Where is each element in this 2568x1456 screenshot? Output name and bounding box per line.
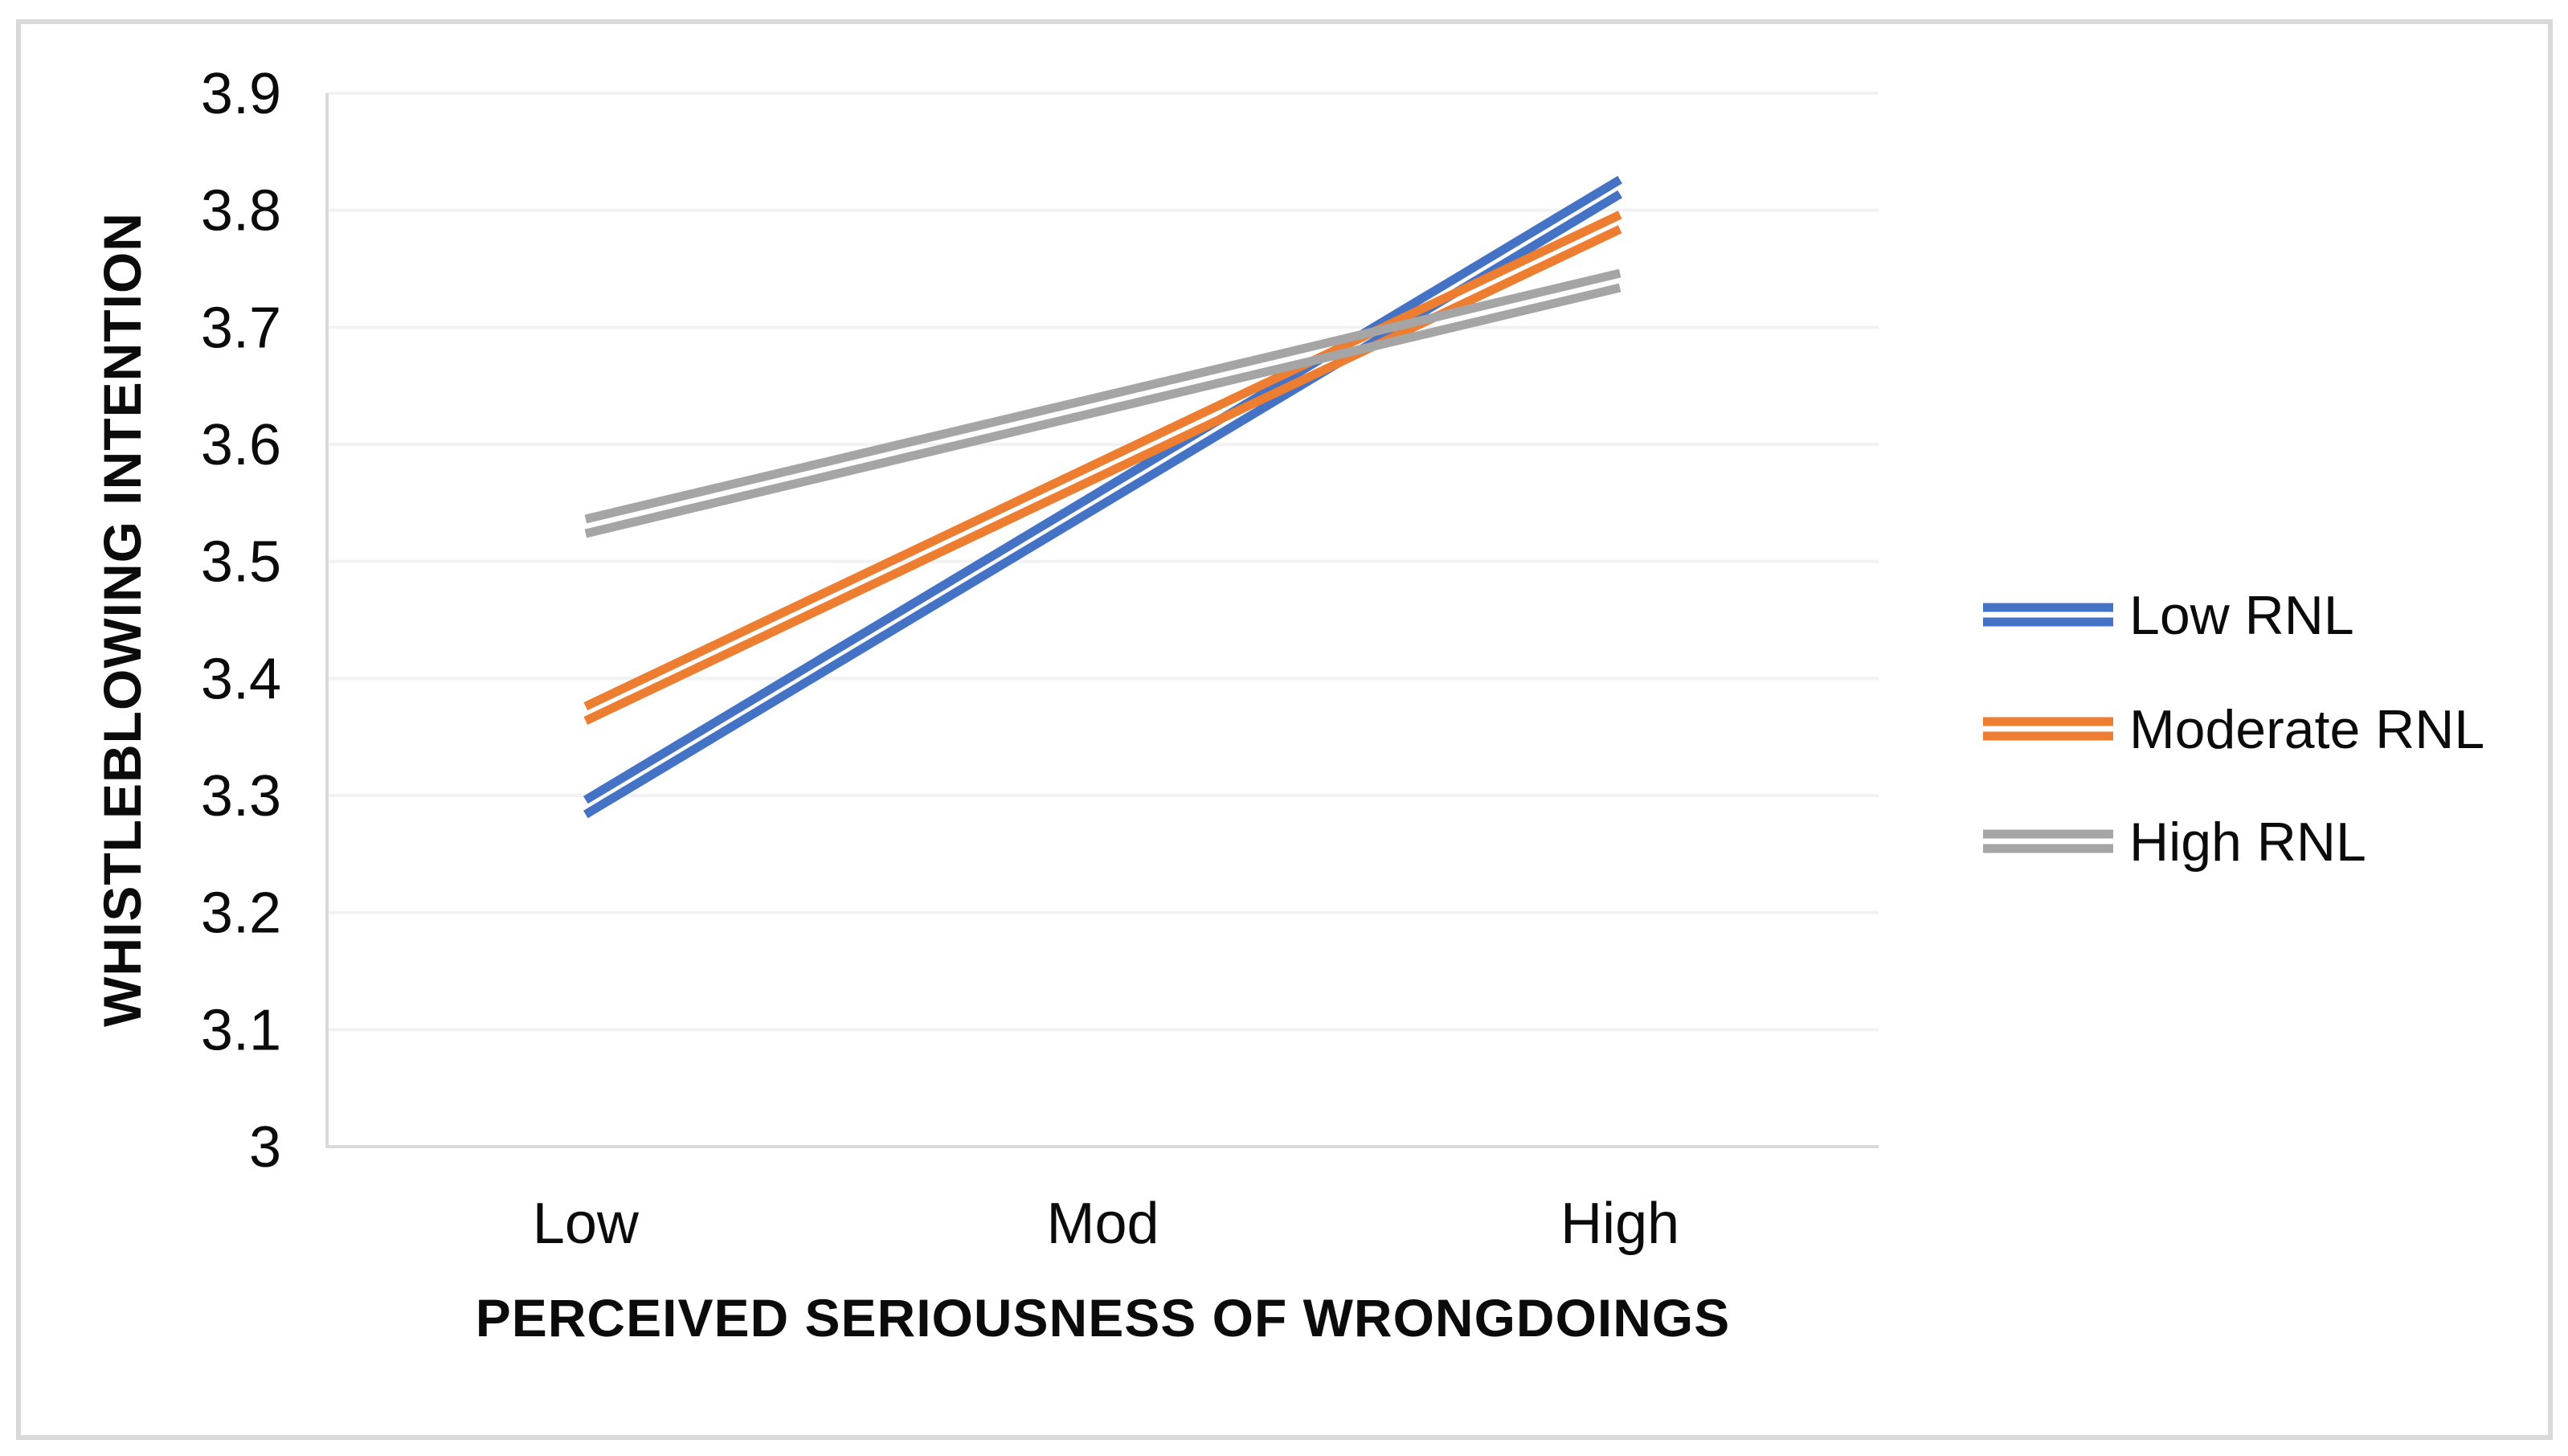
legend-swatch-low-rnl <box>1983 617 2113 627</box>
y-tick-label: 3.7 <box>201 296 281 360</box>
series-line-high-rnl <box>584 283 1621 538</box>
series-line-high-rnl <box>584 268 1621 524</box>
y-tick-label: 3.1 <box>201 998 281 1062</box>
x-category-label: Low <box>533 1192 640 1256</box>
series-line-moderate-rnl <box>583 211 1622 711</box>
y-tick-label: 3.8 <box>201 179 281 243</box>
legend-label-high-rnl: High RNL <box>2129 812 2366 873</box>
y-tick-label: 3.5 <box>201 530 281 595</box>
figure-border <box>16 19 2553 1440</box>
y-tick-label: 3.6 <box>201 413 281 477</box>
legend-swatch-moderate-rnl <box>1983 731 2113 741</box>
y-tick-label: 3.2 <box>201 881 281 946</box>
legend-swatch-moderate-rnl <box>1983 717 2113 726</box>
series-line-moderate-rnl <box>583 225 1622 726</box>
x-category-label: High <box>1560 1192 1679 1256</box>
legend-swatch-low-rnl <box>1983 603 2113 612</box>
legend-label-low-rnl: Low RNL <box>2129 585 2354 646</box>
series-line-low-rnl <box>583 175 1622 804</box>
legend-swatch-high-rnl <box>1983 844 2113 853</box>
legend-label-moderate-rnl: Moderate RNL <box>2129 699 2484 760</box>
x-axis-title: PERCEIVED SERIOUSNESS OF WRONGDOINGS <box>476 1288 1731 1348</box>
y-tick-label: 3.3 <box>201 764 281 828</box>
legend-swatch-high-rnl <box>1983 829 2113 839</box>
x-category-label: Mod <box>1046 1192 1159 1256</box>
y-tick-label: 3 <box>249 1115 281 1180</box>
y-tick-label: 3.4 <box>201 647 281 711</box>
y-axis-title: WHISTLEBLOWING INTENTION <box>92 212 152 1027</box>
y-tick-label: 3.9 <box>201 62 281 126</box>
